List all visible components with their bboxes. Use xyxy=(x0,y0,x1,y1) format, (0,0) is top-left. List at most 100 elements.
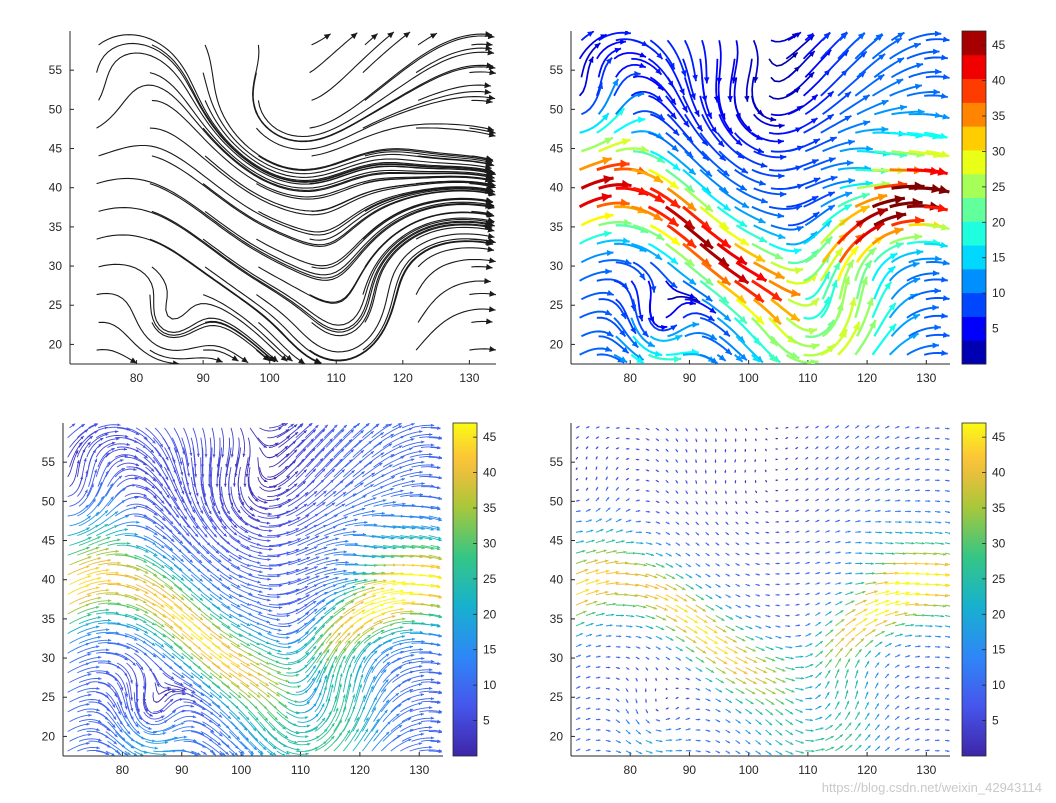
streamline xyxy=(202,603,223,620)
streamline xyxy=(362,462,383,478)
streamline-arrowhead xyxy=(119,729,123,733)
streamline-arrowhead xyxy=(193,483,197,487)
streamline xyxy=(325,695,338,722)
streamline-arrowhead xyxy=(274,716,278,721)
streamline xyxy=(354,610,376,625)
streamline xyxy=(683,39,697,82)
streamline xyxy=(344,625,364,644)
streamline xyxy=(382,478,406,488)
streamline-arrowhead xyxy=(247,694,251,698)
streamline-arrowhead xyxy=(106,648,110,652)
streamline xyxy=(295,566,318,576)
streamline-arrowhead xyxy=(656,52,663,60)
quiver-arrowhead xyxy=(724,491,727,494)
colorbar-tick-label: 35 xyxy=(992,109,1006,123)
streamline-arrowhead xyxy=(670,281,678,288)
quiver-arrowhead xyxy=(724,470,727,474)
streamline xyxy=(278,558,302,566)
streamline-arrowhead xyxy=(152,562,156,566)
quiver-arrowhead xyxy=(647,510,650,513)
streamline-arrowhead xyxy=(438,476,442,480)
streamline-arrowhead xyxy=(179,461,183,465)
streamline xyxy=(335,608,356,625)
quiver-arrowhead xyxy=(595,569,600,573)
streamline-arrowhead xyxy=(353,570,357,574)
streamline xyxy=(171,496,188,520)
streamline-arrowhead xyxy=(331,735,335,740)
streamline xyxy=(228,711,248,731)
quiver-arrowhead xyxy=(587,498,590,501)
quiver-arrowhead xyxy=(731,680,736,684)
streamline xyxy=(240,584,263,593)
streamline xyxy=(202,701,223,718)
streamline xyxy=(415,226,495,240)
streamline-arrowhead xyxy=(282,753,286,756)
colorbar-level xyxy=(962,102,986,127)
quiver-arrowhead xyxy=(689,575,693,578)
streamline xyxy=(225,437,230,468)
streamline xyxy=(105,475,123,497)
quiver-arrowhead xyxy=(753,659,758,663)
colorbar-level xyxy=(962,268,986,294)
streamline-arrowhead xyxy=(199,656,203,660)
quiver-arrowhead xyxy=(695,450,697,453)
quiver-arrowhead xyxy=(604,590,609,595)
streamline-arrowhead xyxy=(757,147,764,154)
streamline-arrowhead xyxy=(877,207,888,217)
streamline xyxy=(145,564,167,579)
streamline-arrowhead xyxy=(383,579,387,583)
streamline xyxy=(181,535,201,555)
streamline-arrowhead xyxy=(182,692,186,696)
streamline-arrowhead xyxy=(419,430,423,434)
streamline xyxy=(257,515,281,519)
streamline xyxy=(259,486,282,492)
streamline-arrowhead xyxy=(272,752,277,756)
quiver-arrowhead xyxy=(592,549,597,553)
streamline xyxy=(390,573,414,576)
streamline xyxy=(278,682,301,688)
streamline xyxy=(114,692,127,719)
streamline-arrowhead xyxy=(152,654,157,658)
streamline-arrowhead xyxy=(306,576,311,580)
streamline-arrowhead xyxy=(934,31,942,37)
quiver-arrowhead xyxy=(618,518,622,522)
streamline-arrowhead xyxy=(942,295,950,302)
streamline-arrowhead xyxy=(430,736,435,740)
streamline-arrowhead xyxy=(92,498,96,503)
x-tick-label: 130 xyxy=(459,371,479,385)
streamline xyxy=(257,496,281,501)
streamline xyxy=(134,554,156,567)
streamline-arrowhead xyxy=(385,679,389,683)
streamline xyxy=(323,707,339,732)
quiver-arrowhead xyxy=(635,700,638,704)
colorbar-level xyxy=(962,173,986,198)
streamline-arrowhead xyxy=(419,664,423,668)
streamline xyxy=(306,728,328,742)
streamline-arrowhead xyxy=(288,645,292,649)
streamline-arrowhead xyxy=(111,441,116,445)
quiver-arrowhead xyxy=(588,728,591,731)
streamline xyxy=(164,486,180,511)
streamline xyxy=(259,505,283,509)
streamline-arrowhead xyxy=(877,193,888,202)
streamline-arrowhead xyxy=(382,499,387,503)
streamline xyxy=(77,728,100,732)
streamline xyxy=(183,623,204,641)
quiver-arrowhead xyxy=(675,470,678,473)
streamline-arrowhead xyxy=(716,77,723,84)
streamline xyxy=(380,445,403,458)
streamline-arrowhead xyxy=(436,662,441,666)
streamline xyxy=(172,613,192,631)
streamline-arrowhead xyxy=(418,742,423,746)
streamline-arrowhead xyxy=(305,652,309,656)
streamline-arrowhead xyxy=(359,684,362,688)
streamline-arrowhead xyxy=(212,502,216,507)
streamline xyxy=(400,535,424,540)
quiver-arrowhead xyxy=(610,529,614,532)
streamline xyxy=(192,740,215,754)
quiver-arrowhead xyxy=(601,539,606,542)
streamline-arrowhead xyxy=(88,713,92,717)
streamline xyxy=(316,640,333,664)
quiver-arrowhead xyxy=(656,709,659,712)
streamline xyxy=(363,718,380,742)
